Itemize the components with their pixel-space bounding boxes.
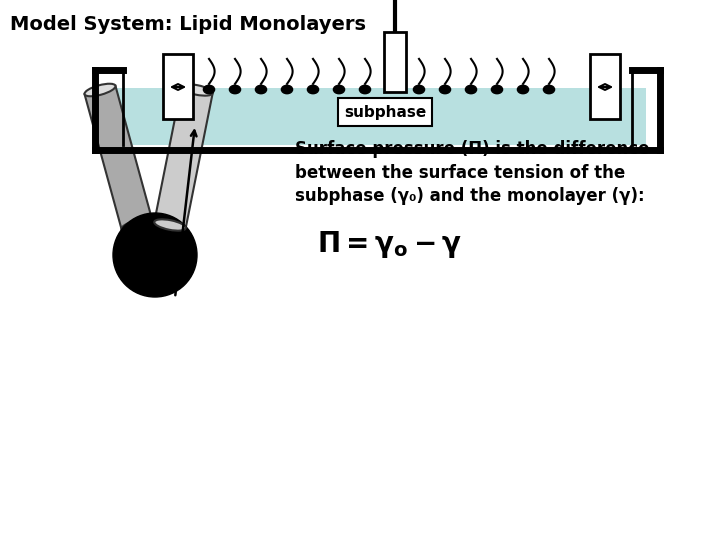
- Ellipse shape: [491, 85, 503, 94]
- Ellipse shape: [84, 84, 115, 96]
- Ellipse shape: [359, 85, 371, 94]
- Text: subphase: subphase: [344, 105, 426, 119]
- Text: Surface pressure (Π) is the difference
between the surface tension of the
subpha: Surface pressure (Π) is the difference b…: [295, 140, 649, 205]
- Ellipse shape: [333, 85, 345, 94]
- Text: Wilhelmy plate: Wilhelmy plate: [0, 539, 1, 540]
- Ellipse shape: [307, 85, 319, 94]
- Bar: [590, 54, 620, 119]
- Ellipse shape: [181, 84, 212, 96]
- Ellipse shape: [154, 219, 186, 231]
- Polygon shape: [154, 87, 212, 228]
- Ellipse shape: [122, 219, 153, 231]
- Ellipse shape: [413, 85, 425, 94]
- Text: Model System: Lipid Monolayers: Model System: Lipid Monolayers: [10, 15, 366, 34]
- Ellipse shape: [256, 85, 266, 94]
- Ellipse shape: [465, 85, 477, 94]
- Text: $\mathbf{\Pi = \gamma_o - \gamma}$: $\mathbf{\Pi = \gamma_o - \gamma}$: [318, 230, 462, 260]
- Ellipse shape: [204, 85, 215, 94]
- Ellipse shape: [282, 85, 292, 94]
- Polygon shape: [84, 86, 153, 229]
- Bar: [109, 88, 646, 145]
- Ellipse shape: [544, 85, 554, 94]
- Bar: [384, 32, 406, 92]
- Ellipse shape: [230, 85, 240, 94]
- Ellipse shape: [518, 85, 528, 94]
- Circle shape: [113, 213, 197, 297]
- Ellipse shape: [439, 85, 451, 94]
- Bar: [163, 54, 193, 119]
